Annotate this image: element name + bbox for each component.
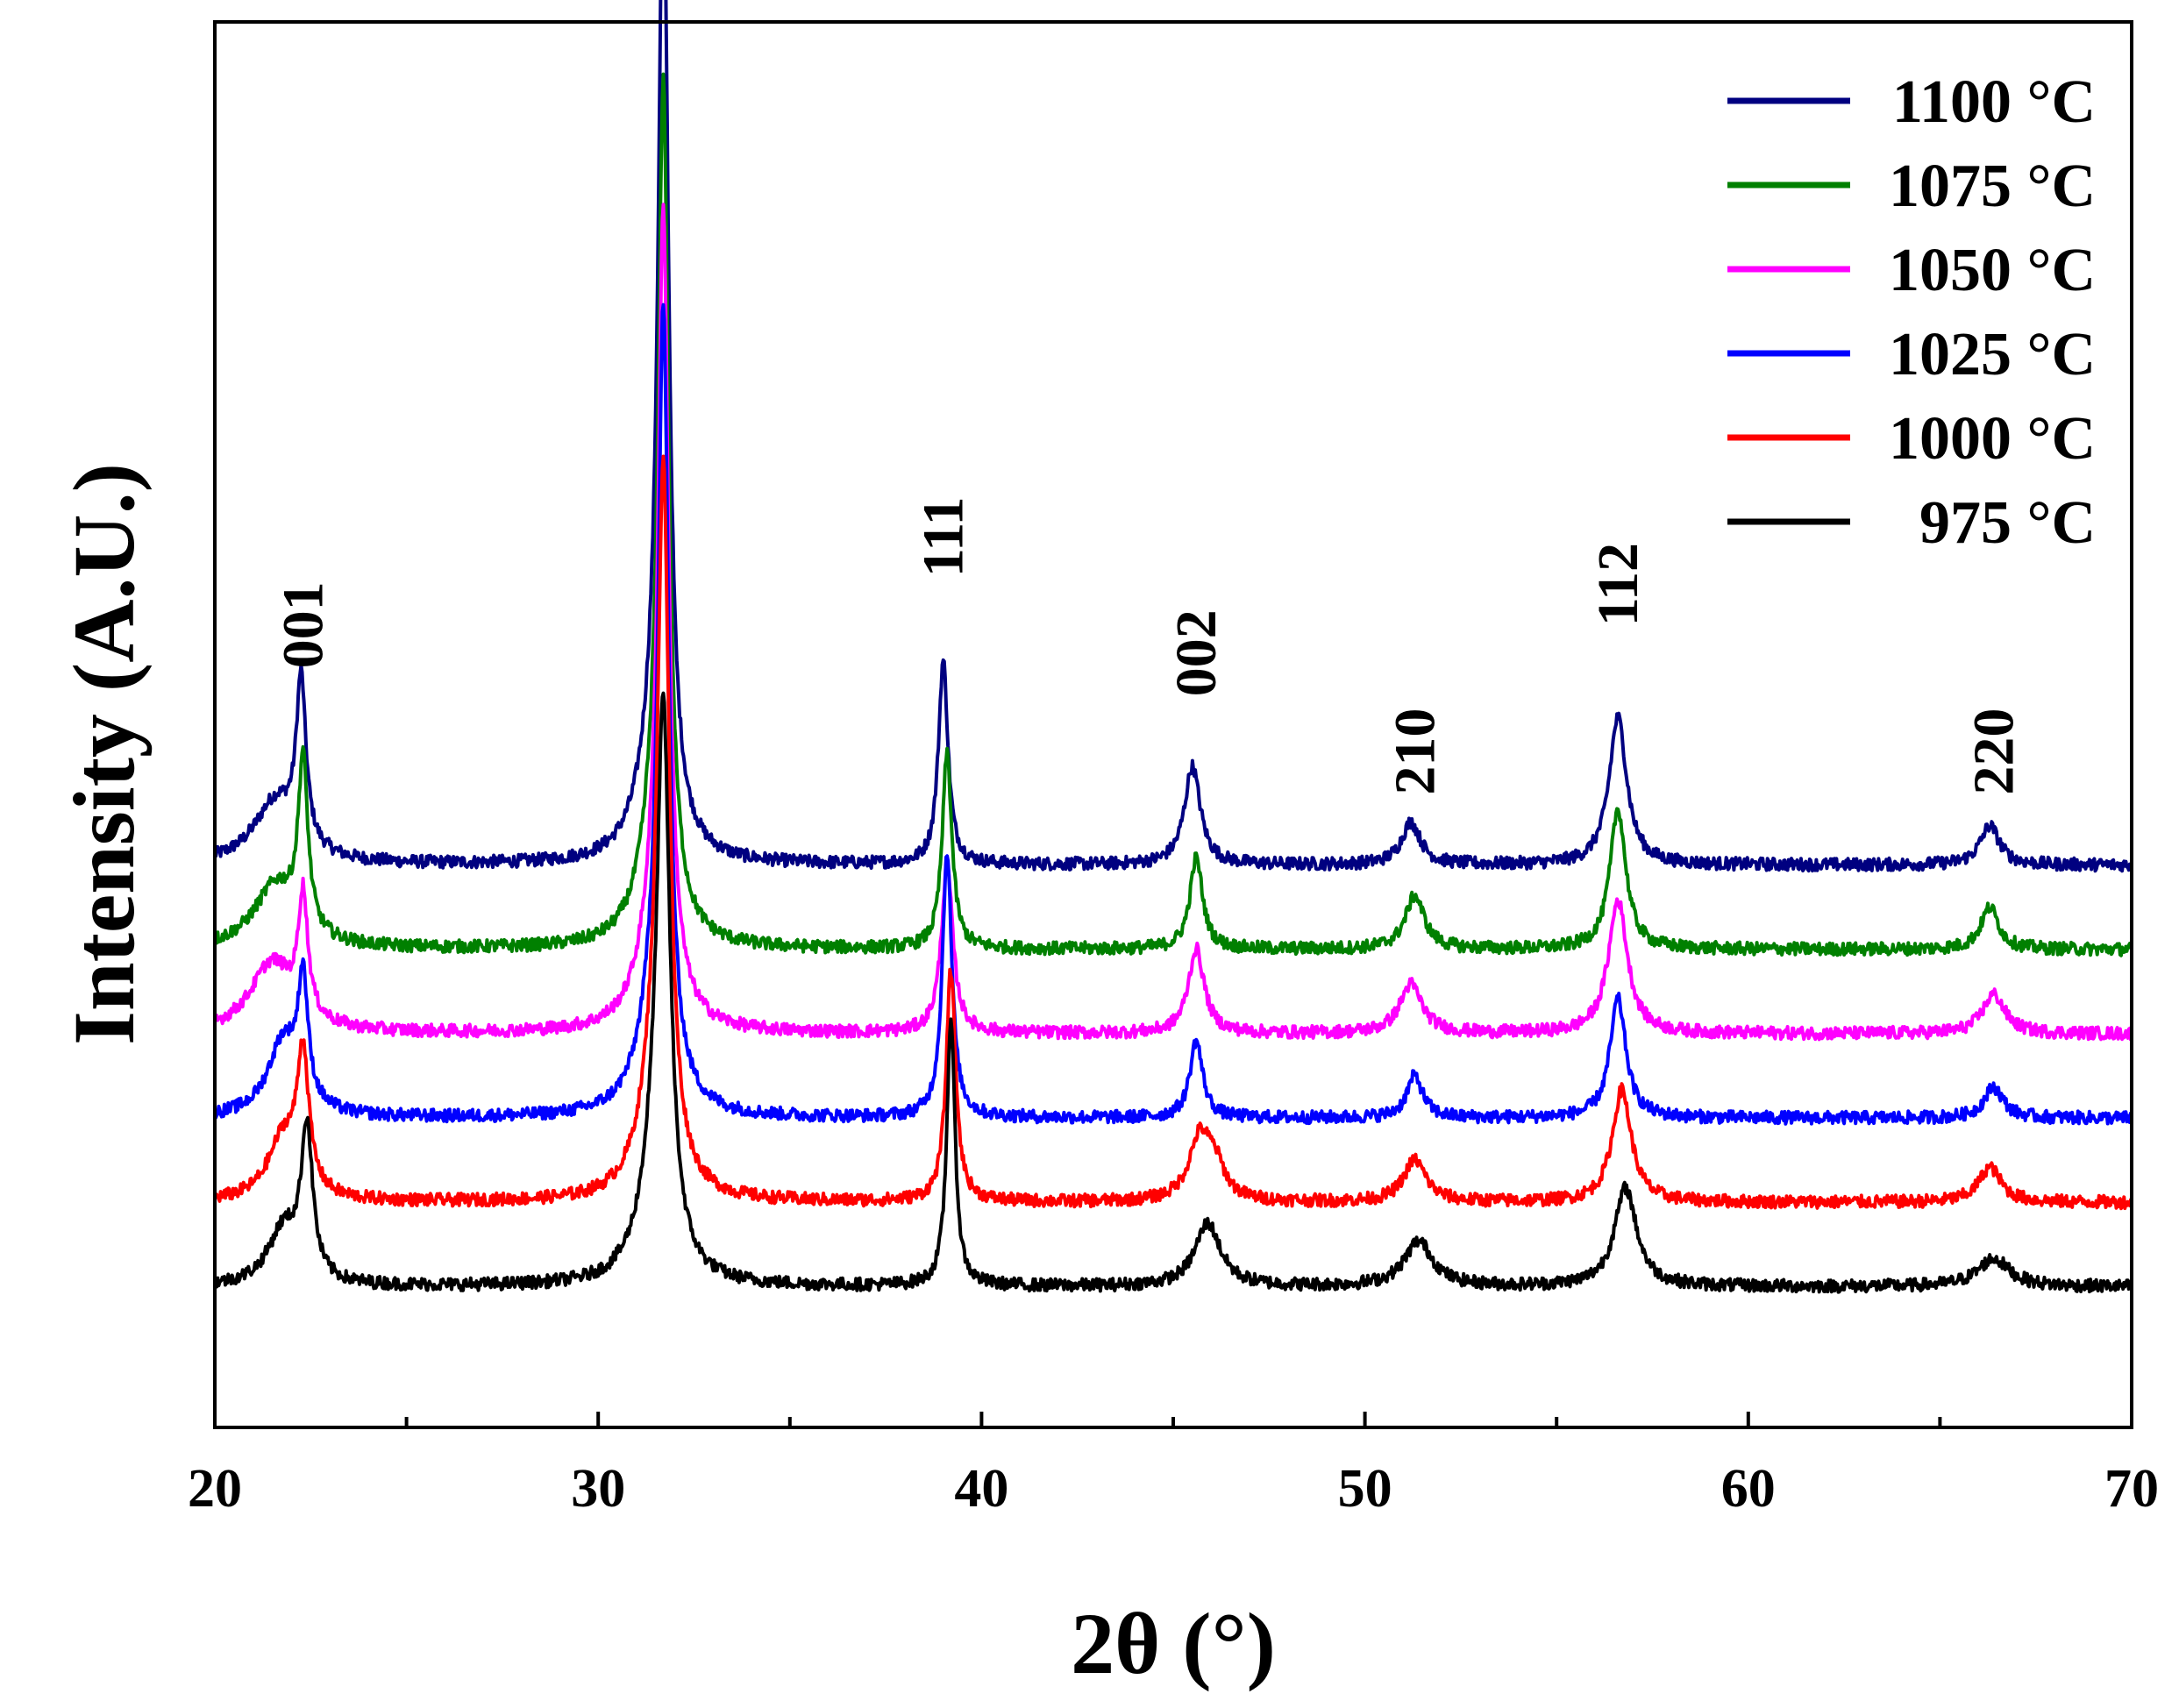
legend-label-2: 1050 °C — [1889, 237, 2096, 304]
x-tick-label: 20 — [188, 1459, 242, 1519]
x-tick-label: 50 — [1338, 1459, 1392, 1519]
series-line-4 — [213, 454, 2133, 1211]
series-line-3 — [213, 302, 2133, 1126]
x-tick-label: 40 — [954, 1459, 1008, 1519]
series-layer — [213, 0, 2133, 1294]
legend-label-0: 1100 °C — [1892, 68, 2096, 136]
legend: 1100 °C 1075 °C 1050 °C 1025 °C 1000 °C 975 °… — [1727, 68, 2096, 557]
x-axis-ticks: 20 30 40 50 60 70 — [188, 1412, 2159, 1519]
legend-label-3: 1025 °C — [1889, 321, 2096, 388]
peak-labels: 001110111002210112220 — [272, 496, 2026, 795]
x-tick-label: 70 — [2104, 1459, 2159, 1519]
x-tick-label: 60 — [1721, 1459, 1776, 1519]
peak-label-112: 112 — [1586, 543, 1650, 626]
y-axis-title: Intensity (A.U.) — [55, 463, 153, 1045]
x-tick-label: 30 — [571, 1459, 625, 1519]
peak-label-210: 210 — [1383, 708, 1447, 795]
peak-label-220: 220 — [1962, 708, 2026, 795]
legend-label-4: 1000 °C — [1889, 405, 2096, 473]
peak-label-002: 002 — [1164, 609, 1228, 696]
legend-label-1: 1075 °C — [1889, 153, 2096, 220]
series-line-2 — [213, 203, 2133, 1042]
series-line-1 — [213, 72, 2133, 957]
x-axis-title: 2θ (°) — [1071, 1595, 1276, 1692]
series-line-0 — [213, 0, 2133, 873]
legend-label-5: 975 °C — [1919, 489, 2096, 557]
peak-label-111: 111 — [912, 496, 976, 577]
series-line-5 — [213, 691, 2133, 1294]
peak-label-001: 001 — [272, 581, 336, 668]
